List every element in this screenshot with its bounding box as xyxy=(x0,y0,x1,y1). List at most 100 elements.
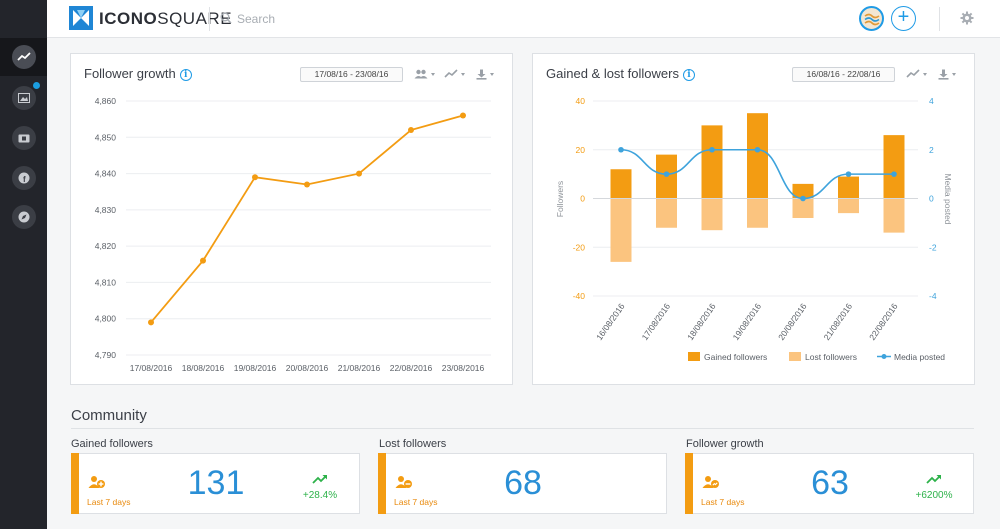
chart-type-selector[interactable] xyxy=(444,68,465,80)
x-tick-label: 22/08/2016 xyxy=(867,301,900,342)
date-range-picker[interactable]: 17/08/16 - 23/08/16 xyxy=(300,67,403,82)
data-point xyxy=(304,181,310,188)
y2-tick-label: -2 xyxy=(929,242,937,252)
download-menu[interactable] xyxy=(938,68,956,80)
x-tick-label: 20/08/2016 xyxy=(776,301,809,342)
avatar[interactable] xyxy=(859,6,884,31)
media-point xyxy=(845,171,852,177)
x-tick-label: 21/08/2016 xyxy=(822,301,855,342)
card-trend: +28.4% xyxy=(295,471,345,501)
info-icon[interactable]: i xyxy=(179,69,192,81)
bar-gained xyxy=(747,113,768,199)
panel-title: Follower growth i xyxy=(84,66,192,81)
legend-lost: Lost followers xyxy=(805,352,857,362)
bar-lost xyxy=(792,198,814,218)
x-tick-label: 23/08/2016 xyxy=(442,363,485,373)
svg-text:f: f xyxy=(22,175,25,184)
y-tick-label: 0 xyxy=(580,194,585,204)
card-period: Last 7 days xyxy=(701,497,745,507)
bar-lost xyxy=(883,198,905,233)
card-value: 131 xyxy=(187,464,245,502)
lost-followers-card[interactable]: Last 7 days 68 xyxy=(378,453,667,514)
logo-icon xyxy=(69,6,93,30)
image-icon xyxy=(11,82,40,110)
bar-lost xyxy=(838,198,859,214)
user-remove-icon xyxy=(395,475,413,494)
x-tick-label: 22/08/2016 xyxy=(390,363,433,373)
facebook-icon: f xyxy=(11,166,36,190)
y-tick-label: 20 xyxy=(576,145,586,155)
y-axis-label: Followers xyxy=(555,181,565,217)
media-point xyxy=(754,146,761,153)
line-chart-icon xyxy=(444,69,458,78)
x-tick-label: 18/08/2016 xyxy=(182,363,225,373)
bar-lost xyxy=(701,198,723,231)
y-tick-label: 4,840 xyxy=(95,169,117,179)
card-label-gained: Gained followers xyxy=(71,438,153,450)
gained-followers-card[interactable]: Last 7 days 131 +28.4% xyxy=(71,453,360,514)
legend-swatch-lost xyxy=(789,352,801,361)
add-account-button[interactable]: + xyxy=(891,6,916,31)
follower-growth-card[interactable]: Last 7 days 63 +6200% xyxy=(685,453,974,514)
data-point xyxy=(408,127,414,134)
audience-filter[interactable] xyxy=(414,68,435,80)
bar-lost xyxy=(610,198,632,262)
sidebar-item-ticket[interactable] xyxy=(0,119,47,157)
bar-lost xyxy=(747,198,768,228)
top-bar: ICONOSQUARE + xyxy=(47,0,1000,38)
bar-gained xyxy=(883,135,905,199)
x-tick-label: 17/08/2016 xyxy=(640,301,673,342)
sidebar-item-facebook[interactable]: f xyxy=(0,159,47,197)
community-heading: Community xyxy=(71,407,147,424)
media-point xyxy=(800,195,806,202)
sidebar-item-media[interactable] xyxy=(0,79,47,117)
x-tick-label: 20/08/2016 xyxy=(286,363,329,373)
data-point xyxy=(148,319,154,326)
bar-lost xyxy=(656,198,677,228)
chart-type-selector[interactable] xyxy=(906,68,927,80)
bar-gained xyxy=(610,169,632,199)
bar-gained xyxy=(701,125,723,199)
compass-icon xyxy=(11,205,36,229)
gear-icon[interactable] xyxy=(960,11,974,30)
y2-tick-label: 2 xyxy=(929,145,934,155)
logo-text: ICONOSQUARE xyxy=(99,9,233,28)
download-icon xyxy=(938,69,949,80)
y-tick-label: 4,860 xyxy=(95,96,117,106)
card-period: Last 7 days xyxy=(394,497,438,507)
legend-swatch-media-dot xyxy=(881,354,887,359)
data-point xyxy=(460,112,466,119)
x-tick-label: 17/08/2016 xyxy=(130,363,173,373)
legend-gained: Gained followers xyxy=(704,352,767,362)
series-line xyxy=(150,114,464,323)
y-tick-label: -20 xyxy=(573,242,586,252)
line-chart-icon xyxy=(906,69,920,78)
y-tick-label: 4,810 xyxy=(95,277,117,287)
card-change: +28.4% xyxy=(302,490,338,501)
y-tick-label: 4,820 xyxy=(95,241,117,251)
x-tick-label: 16/08/2016 xyxy=(594,301,627,342)
y-tick-label: 4,850 xyxy=(95,132,117,142)
media-point xyxy=(663,171,670,177)
search-input[interactable] xyxy=(237,8,537,30)
y2-tick-label: 0 xyxy=(929,194,934,204)
download-icon xyxy=(476,69,487,80)
date-range-picker[interactable]: 16/08/16 - 22/08/16 xyxy=(792,67,895,82)
data-point xyxy=(356,170,362,177)
x-tick-label: 19/08/2016 xyxy=(234,363,277,373)
x-tick-label: 19/08/2016 xyxy=(731,301,764,342)
y-tick-label: 4,800 xyxy=(95,314,117,324)
info-icon[interactable]: i xyxy=(682,69,695,81)
legend-media: Media posted xyxy=(894,352,945,362)
user-add-icon xyxy=(88,475,106,494)
sidebar-item-compass[interactable] xyxy=(0,198,47,236)
card-label-growth: Follower growth xyxy=(686,438,764,450)
sidebar-item-analytics[interactable] xyxy=(0,38,47,76)
y-tick-label: -40 xyxy=(573,291,586,301)
media-point xyxy=(891,171,897,177)
card-label-lost: Lost followers xyxy=(379,438,447,450)
download-menu[interactable] xyxy=(476,68,494,80)
media-point xyxy=(709,146,715,153)
search-icon xyxy=(220,11,232,29)
